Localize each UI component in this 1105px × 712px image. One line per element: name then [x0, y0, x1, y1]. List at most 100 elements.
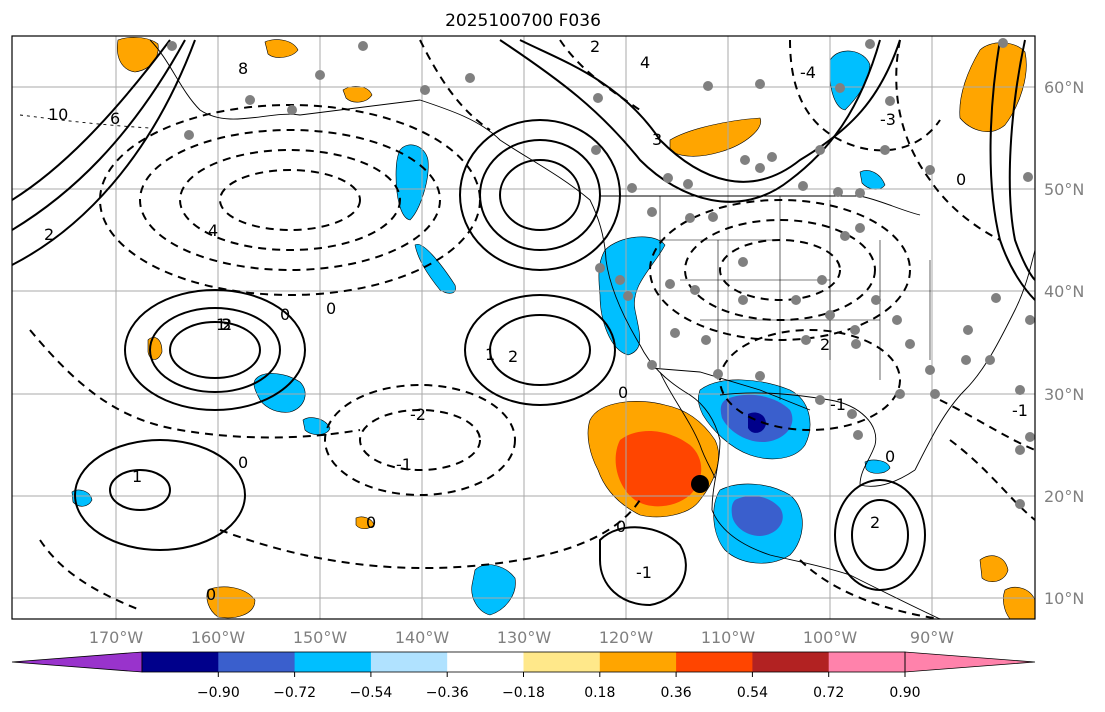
colorbar-tick-label: −0.18 — [502, 685, 545, 701]
contour-label: 0 — [366, 513, 376, 532]
contour-label: 0 — [206, 585, 216, 604]
station-dot — [871, 295, 881, 305]
station-dot — [1015, 385, 1025, 395]
positive-anomaly-hawaii-small — [355, 516, 375, 530]
station-dot — [840, 231, 850, 241]
station-dot — [713, 369, 723, 379]
high-center-alaska-outer — [459, 119, 621, 271]
contour-label: 0 — [956, 170, 966, 189]
station-dot — [895, 389, 905, 399]
colorbar-segment — [294, 652, 372, 672]
colorbar-segment — [828, 652, 906, 672]
contour-label: 2 — [508, 347, 518, 366]
trough-east-2 — [949, 439, 1035, 521]
station-dot — [755, 371, 765, 381]
high-center-gulf-outer — [834, 479, 926, 591]
station-dot — [925, 165, 935, 175]
station-dot — [991, 293, 1001, 303]
positive-anomaly-central-america — [979, 555, 1009, 583]
longitude-labels: 170°W 160°W 150°W 140°W 130°W 120°W 110°… — [89, 628, 954, 647]
ridge-west-1 — [12, 39, 171, 201]
colorbar-tick-label: 0.72 — [813, 685, 844, 701]
low-baja-circle — [599, 526, 687, 607]
trough-alaska-1 — [419, 39, 491, 131]
colorbar-tick-label: 0.54 — [737, 685, 768, 701]
trough-canada-1 — [789, 39, 941, 152]
lat-label-60n: 60°N — [1044, 78, 1084, 97]
contours-positive — [12, 39, 1035, 607]
colorbar-tick-label: 0.18 — [584, 685, 615, 701]
contour-label: 2 — [590, 37, 600, 56]
ridge-northeast-2 — [499, 39, 881, 203]
contour-labels: 10 8 6 4 2 0 -1 -2 1 2 3 0 1 2 4 3 2 -4 … — [44, 37, 1028, 604]
station-dot — [595, 263, 605, 273]
contour-label: -1 — [830, 395, 846, 414]
colorbar-segment — [676, 652, 753, 672]
coast-alaska — [149, 39, 941, 619]
station-dot — [1025, 432, 1035, 442]
station-dot — [663, 173, 673, 183]
contour-label: 0 — [885, 447, 895, 466]
station-dot — [740, 155, 750, 165]
station-dot — [1015, 445, 1025, 455]
contour-label: 2 — [870, 513, 880, 532]
low-central-us-2 — [684, 219, 876, 321]
station-markers — [167, 38, 1035, 509]
station-dot — [685, 213, 695, 223]
ridge-east-1 — [989, 39, 1035, 301]
station-dot — [420, 85, 430, 95]
station-dot — [855, 223, 865, 233]
station-dot — [315, 70, 325, 80]
station-dot — [665, 279, 675, 289]
station-dot — [815, 395, 825, 405]
station-dot — [703, 81, 713, 91]
contour-label: 3 — [652, 130, 662, 149]
station-dot — [755, 79, 765, 89]
station-dot — [1025, 315, 1035, 325]
ridge-northeast-1 — [519, 39, 901, 183]
high-center-north-pacific-mid — [149, 307, 281, 393]
negative-anomaly-pacific-strip — [414, 244, 456, 294]
lat-label-10n: 10°N — [1044, 589, 1084, 608]
high-center-north-pacific-inner — [169, 321, 261, 379]
baja — [659, 371, 716, 479]
negative-anomaly-gulf-of-alaska — [395, 144, 429, 221]
station-dot — [847, 409, 857, 419]
station-dot — [647, 360, 657, 370]
lat-label-20n: 20°N — [1044, 487, 1084, 506]
negative-anomaly-east-pacific — [302, 417, 331, 435]
lon-label-100w: 100°W — [803, 628, 858, 647]
station-dot — [755, 163, 765, 173]
contour-label: 1 — [132, 467, 142, 486]
lon-label-150w: 150°W — [293, 628, 348, 647]
contour-label: -1 — [1012, 401, 1028, 420]
lon-label-120w: 120°W — [599, 628, 654, 647]
station-dot — [825, 310, 835, 320]
station-dot — [1015, 499, 1025, 509]
contour-label: 2 — [44, 225, 54, 244]
station-dot — [963, 325, 973, 335]
lon-label-110w: 110°W — [701, 628, 756, 647]
positive-anomaly-central-canada — [669, 117, 762, 157]
station-dot — [905, 339, 915, 349]
low-tropical-west — [74, 439, 246, 551]
low-subpolar-3 — [179, 149, 401, 251]
contour-label: 4 — [640, 53, 650, 72]
contour-label: 3 — [221, 315, 231, 334]
station-dot — [850, 325, 860, 335]
colorbar-tick-label: −0.72 — [273, 685, 316, 701]
station-dot — [865, 39, 875, 49]
shaded-field-layer — [71, 37, 1035, 619]
station-dot — [591, 145, 601, 155]
station-dot — [798, 181, 808, 191]
station-dot — [892, 315, 902, 325]
contour-label: -1 — [396, 455, 412, 474]
colorbar-extend-low — [11, 651, 143, 673]
colorbar-tick-label: 0.36 — [661, 685, 692, 701]
station-dot — [167, 41, 177, 51]
colorbar-segment — [447, 652, 524, 672]
colorbar-extend-high — [904, 651, 1036, 673]
station-dot — [623, 291, 633, 301]
negative-anomaly-canada — [829, 50, 871, 111]
station-dot — [593, 93, 603, 103]
